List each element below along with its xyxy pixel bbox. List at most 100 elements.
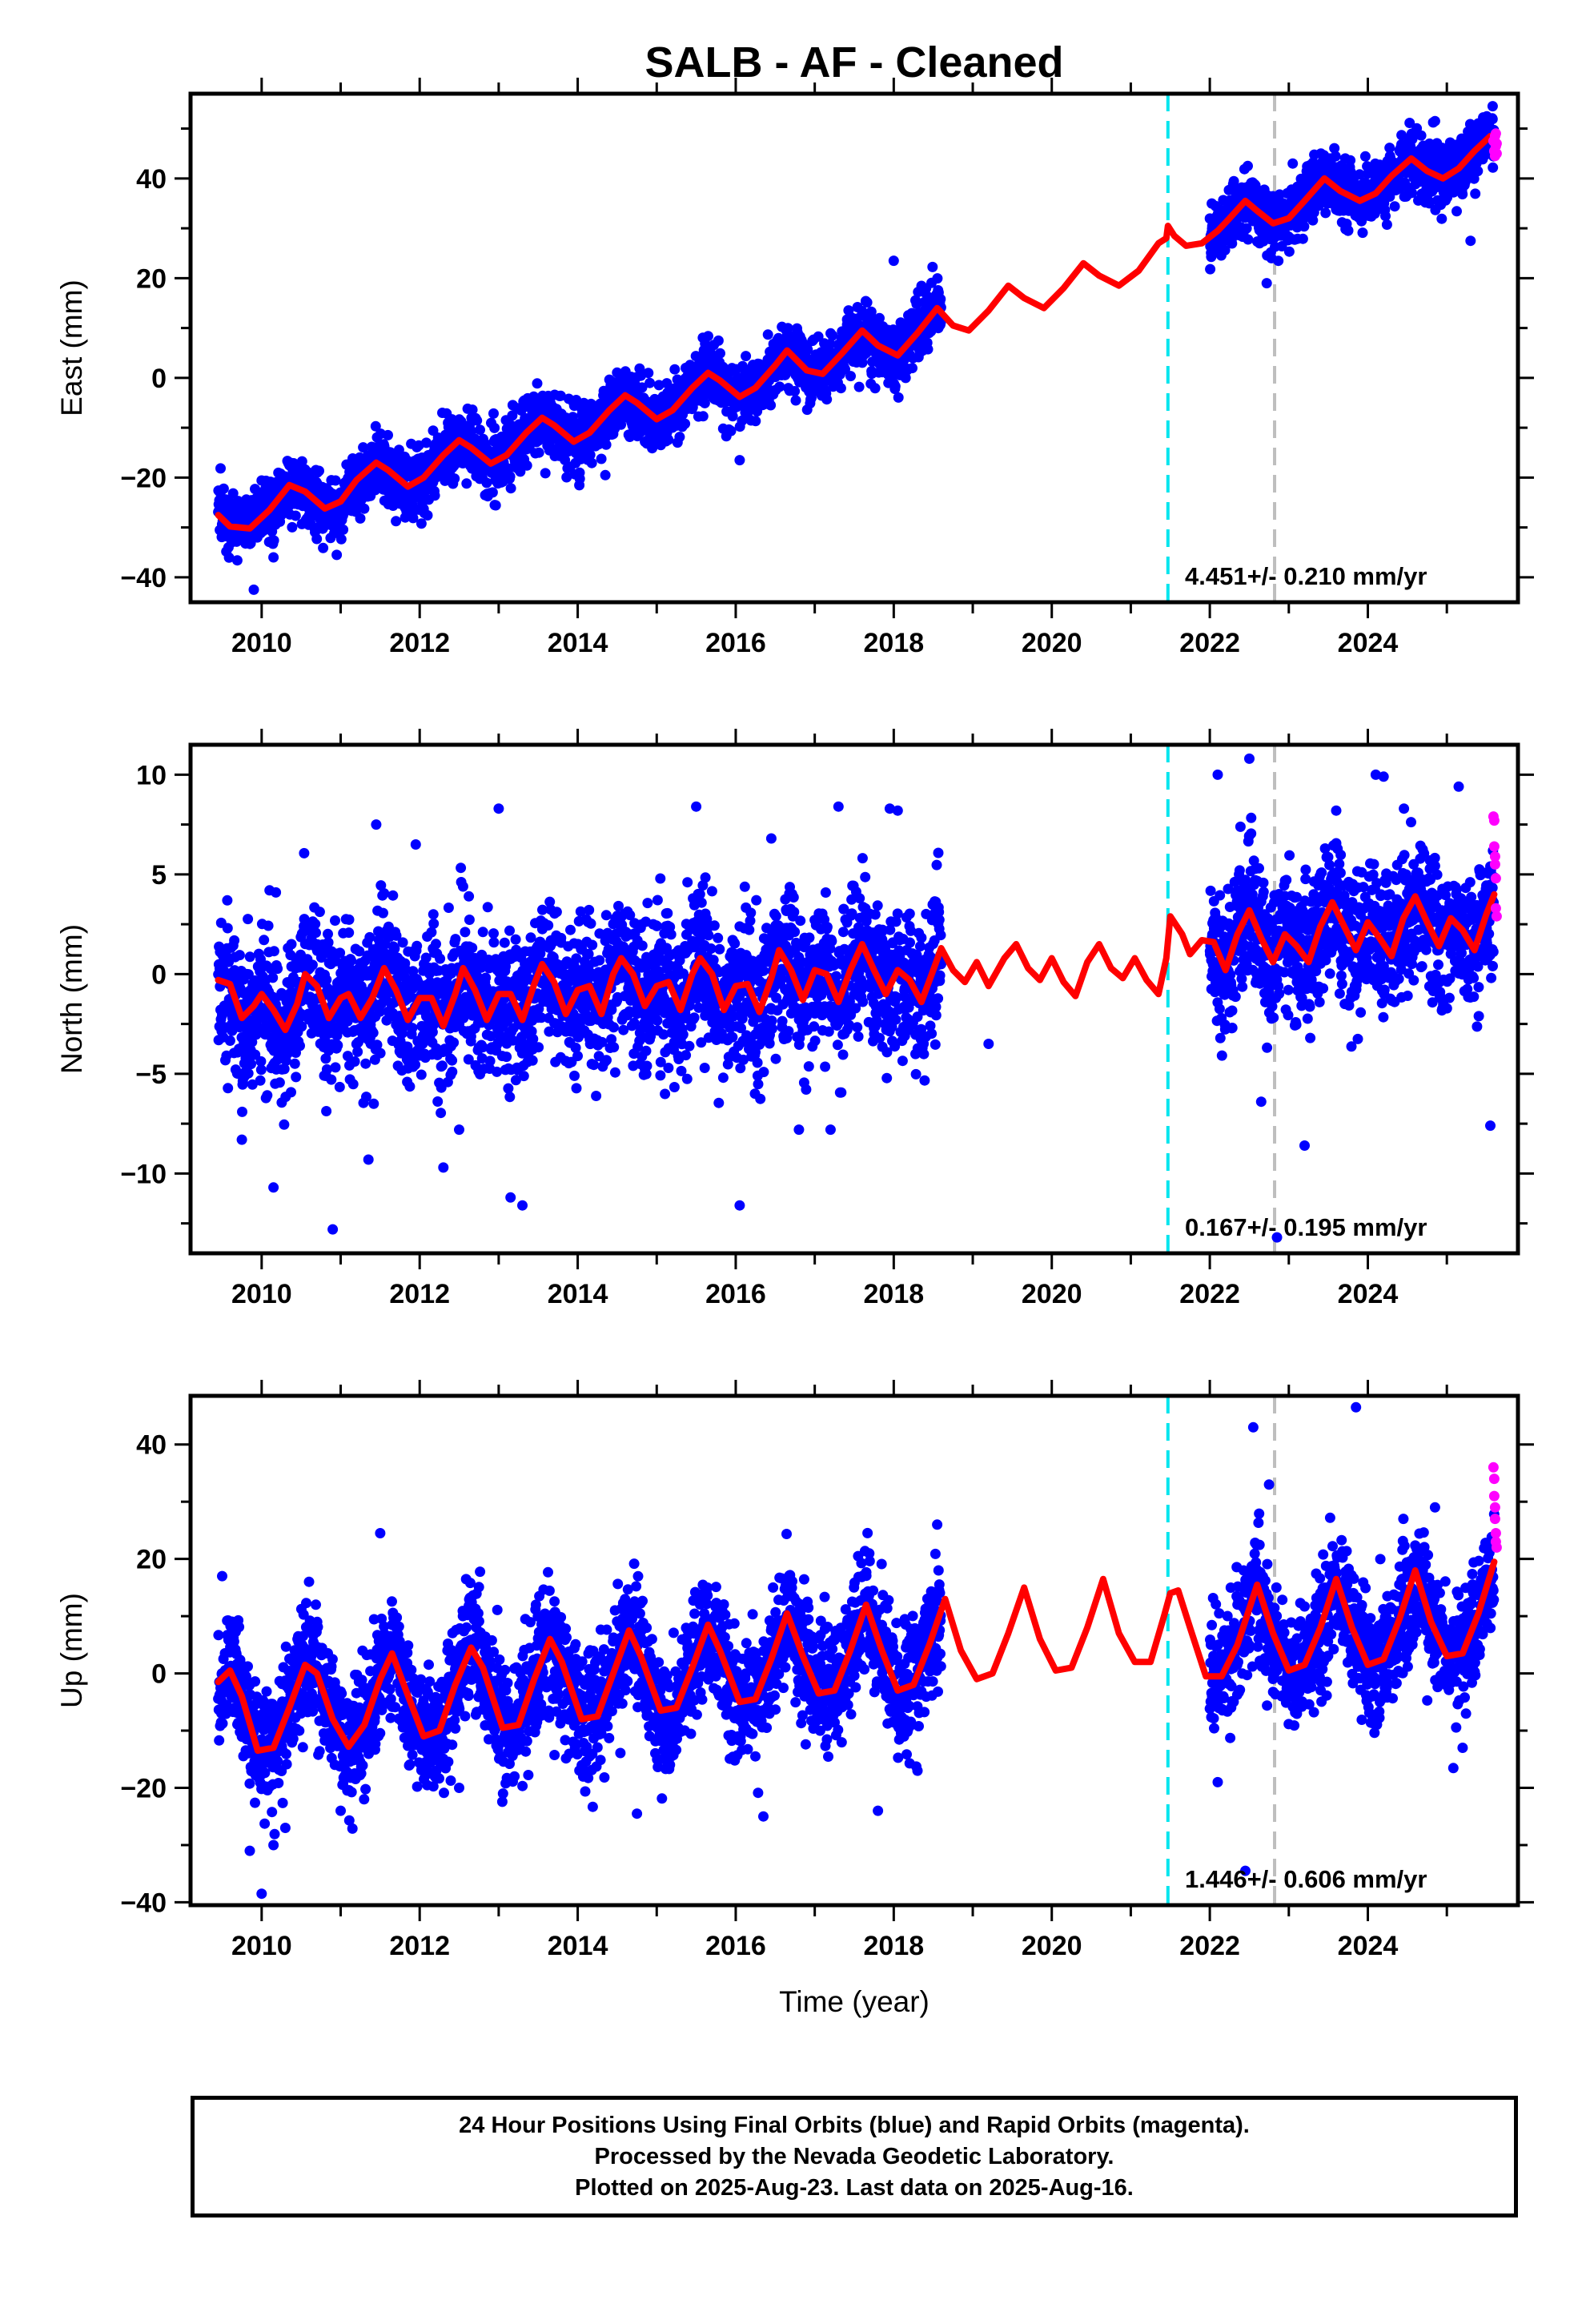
north-point [346, 955, 357, 966]
east-point [825, 339, 836, 349]
east-point [1389, 201, 1400, 212]
north-point [255, 1055, 267, 1067]
east-point [540, 468, 551, 479]
east-point [643, 368, 654, 379]
east-point [1243, 234, 1254, 245]
east-point [311, 533, 323, 545]
north-point [488, 928, 499, 939]
east-point [1415, 130, 1427, 141]
east-point [869, 383, 881, 394]
east-point [845, 371, 856, 382]
north-point [448, 1037, 460, 1048]
north-point [299, 847, 310, 858]
north-point [295, 1040, 305, 1051]
east-ticks [175, 78, 1534, 618]
north-point [367, 1027, 379, 1039]
east-point [1470, 188, 1481, 199]
east-point [1354, 169, 1365, 180]
east-point [1307, 215, 1319, 226]
east-panel: 2010 2012 2014 2016 2018 2020 2022 2024−40−2002… [55, 78, 1534, 658]
east-point [697, 411, 709, 422]
east-point [422, 510, 433, 521]
east-point [215, 463, 226, 474]
north-point [332, 1039, 343, 1051]
north-point [447, 1055, 458, 1066]
east-point [383, 429, 393, 440]
north-point [436, 1108, 447, 1119]
east-point [713, 335, 724, 346]
east-point [533, 447, 544, 458]
north-point [428, 909, 439, 920]
east-frame [188, 91, 1520, 605]
north-point [334, 1081, 345, 1092]
east-point [1228, 175, 1239, 187]
east-point [725, 425, 737, 436]
north-point [360, 1058, 371, 1069]
north-point [387, 890, 399, 901]
north-point [343, 914, 355, 925]
east-outlier-point [1465, 235, 1476, 247]
east-point [338, 524, 349, 535]
north-point [246, 1059, 256, 1070]
east-x-tick-label: 2024 [1338, 628, 1399, 658]
east-point [393, 444, 404, 456]
east-point [874, 312, 885, 324]
east-point [370, 420, 381, 432]
north-point [364, 931, 375, 943]
east-point [1384, 143, 1395, 154]
east-point [487, 487, 498, 498]
east-point [268, 535, 279, 546]
east-point [416, 518, 427, 529]
east-outlier-point [1261, 278, 1272, 289]
east-plot-area [213, 94, 1502, 602]
east-point [584, 449, 596, 460]
east-point [1436, 143, 1447, 154]
east-point [1320, 207, 1331, 219]
east-point [737, 415, 748, 426]
north-point [289, 1058, 300, 1069]
east-outlier-point [1266, 252, 1277, 263]
east-point [596, 453, 607, 464]
north-point [272, 963, 283, 975]
north-point [504, 1092, 516, 1103]
north-point [259, 935, 270, 946]
east-point [561, 472, 572, 483]
east-point [900, 372, 911, 384]
east-model-line [215, 132, 1500, 532]
north-point [499, 937, 510, 948]
north-point [450, 934, 461, 945]
east-outlier-point [1287, 158, 1299, 169]
east-point [472, 415, 483, 426]
north-point [352, 1046, 363, 1057]
east-outlier-point [888, 255, 899, 267]
east-point [774, 381, 785, 392]
east-rapid-points [1488, 128, 1502, 162]
east-point [231, 555, 243, 566]
east-rapid-point [1491, 148, 1502, 159]
east-point [1299, 221, 1310, 232]
north-point [467, 943, 478, 954]
east-point [663, 434, 674, 445]
north-point [229, 935, 240, 946]
east-point [574, 473, 585, 485]
east-point [1380, 211, 1391, 222]
east-point [644, 377, 656, 388]
east-point [318, 542, 329, 553]
east-point [355, 513, 366, 524]
east-point [223, 552, 235, 563]
east-point [893, 392, 904, 403]
east-x-tick-label: 2022 [1179, 628, 1240, 658]
north-point [428, 918, 440, 929]
east-rate-label: 4.451+/- 0.210 mm/yr [1185, 562, 1427, 590]
north-point [243, 914, 254, 925]
east-outlier-point [331, 549, 343, 561]
east-outlier-point [734, 455, 745, 466]
north-point [243, 1068, 254, 1079]
east-outlier-point [268, 552, 279, 563]
east-point [762, 329, 773, 340]
east-outlier-point [1343, 225, 1354, 236]
east-point [889, 380, 901, 392]
east-point [703, 331, 713, 342]
east-point [1381, 219, 1392, 230]
east-point [467, 404, 478, 416]
